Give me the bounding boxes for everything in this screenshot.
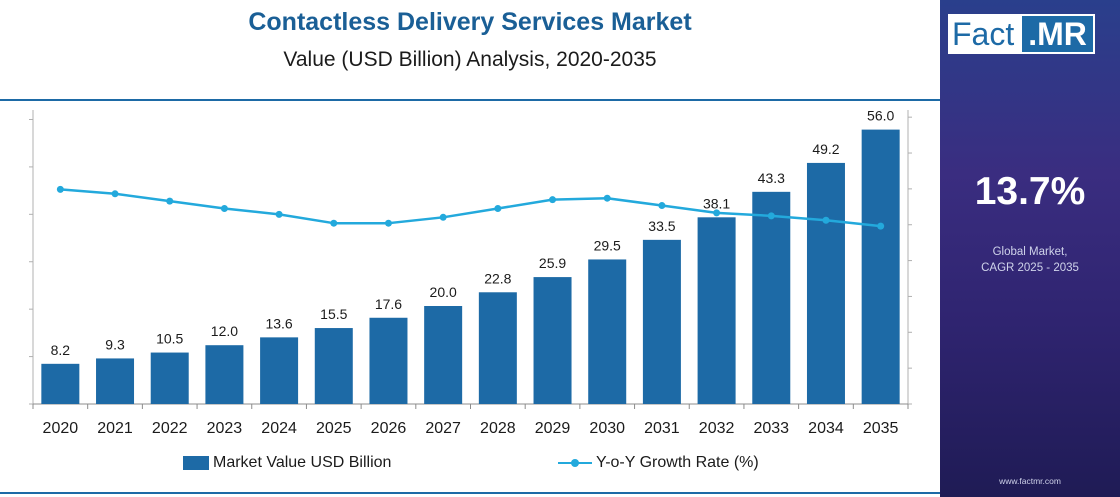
bar-2031 [642, 239, 681, 404]
bar-2022 [150, 352, 189, 404]
growth-line-series [56, 185, 885, 230]
growth-point-2032 [713, 209, 721, 217]
bar-2028 [478, 292, 517, 404]
bar-label-2035: 56.0 [867, 108, 894, 124]
growth-point-2020 [56, 185, 64, 193]
chart-title: Contactless Delivery Services Market [248, 8, 692, 36]
x-tick-2027: 2027 [425, 420, 461, 437]
growth-point-2021 [111, 190, 119, 198]
bar-label-2022: 10.5 [156, 331, 183, 347]
bar-2025 [314, 328, 353, 404]
cagr-label-line2: CAGR 2025 - 2035 [981, 262, 1079, 274]
bar-2030 [588, 259, 627, 404]
sidebar-panel: Fact .MR 13.7% Global Market, CAGR 2025 … [940, 0, 1120, 497]
bar-2021 [96, 358, 135, 404]
website-url: www.factmr.com [999, 476, 1061, 486]
bar-series [41, 129, 900, 404]
bar-2023 [205, 345, 244, 404]
growth-point-2035 [877, 222, 885, 230]
bar-2026 [369, 317, 408, 404]
growth-point-2029 [549, 196, 557, 204]
bar-2033 [752, 191, 791, 404]
bar-value-labels: 8.2 9.3 10.5 12.0 13.6 15.5 17.6 20.0 22.8 25.9 29… [51, 108, 895, 358]
legend-line: Y-o-Y Growth Rate (%) [558, 454, 759, 472]
cagr-label-line1: Global Market, [992, 246, 1068, 258]
legend-bar-swatch [183, 456, 209, 470]
cagr-label: Global Market, CAGR 2025 - 2035 [940, 244, 1120, 276]
x-tick-2033: 2033 [753, 420, 789, 437]
bar-2027 [424, 306, 463, 404]
growth-point-2026 [384, 219, 392, 227]
legend-bar-label: Market Value USD Billion [213, 454, 392, 471]
x-tick-2035: 2035 [863, 420, 899, 437]
x-tick-2034: 2034 [808, 420, 844, 437]
x-tick-2024: 2024 [261, 420, 297, 437]
growth-line [60, 188, 881, 228]
growth-point-2028 [494, 204, 502, 212]
bar-2035 [861, 129, 900, 404]
x-tick-2023: 2023 [207, 420, 243, 437]
legend-line-swatch [558, 456, 592, 470]
top-divider [0, 99, 940, 101]
bar-label-2023: 12.0 [211, 323, 238, 339]
logo-fact-text: Fact [948, 14, 1021, 54]
bar-2034 [806, 162, 845, 404]
bar-label-2034: 49.2 [812, 141, 839, 157]
bar-label-2032: 38.1 [703, 195, 730, 211]
x-tick-2032: 2032 [699, 420, 735, 437]
chart-subtitle: Value (USD Billion) Analysis, 2020-2035 [283, 48, 657, 71]
x-tick-2022: 2022 [152, 420, 188, 437]
factmr-logo: Fact .MR [948, 14, 1112, 54]
growth-point-2023 [220, 204, 228, 212]
bar-label-2029: 25.9 [539, 255, 566, 271]
chart-area: 8.2 9.3 10.5 12.0 13.6 15.5 17.6 20.0 22.8 25.9 29… [29, 108, 912, 437]
x-tick-2031: 2031 [644, 420, 680, 437]
x-tick-labels: 2020 2021 2022 2023 2024 2025 2026 2027 2028 2029… [43, 420, 899, 437]
x-tick-2020: 2020 [43, 420, 79, 437]
growth-point-2022 [166, 197, 174, 205]
cagr-value: 13.7% [974, 170, 1086, 213]
legend-bar: Market Value USD Billion [183, 454, 391, 472]
growth-point-2024 [275, 210, 283, 218]
growth-point-2031 [658, 202, 666, 210]
legend-line-label: Y-o-Y Growth Rate (%) [596, 454, 759, 471]
growth-point-2025 [330, 219, 338, 227]
bar-2029 [533, 277, 572, 404]
bottom-divider [0, 492, 940, 494]
x-tick-2021: 2021 [97, 420, 133, 437]
bar-label-2020: 8.2 [51, 342, 71, 358]
x-tick-2029: 2029 [535, 420, 571, 437]
bar-2024 [260, 337, 299, 404]
x-tick-2030: 2030 [589, 420, 625, 437]
growth-point-2030 [603, 194, 611, 202]
growth-point-2027 [439, 213, 447, 221]
x-tick-2026: 2026 [371, 420, 407, 437]
bar-2020 [41, 363, 80, 404]
x-tick-2025: 2025 [316, 420, 352, 437]
logo-mr-text: .MR [1020, 14, 1095, 54]
bar-label-2025: 15.5 [320, 306, 347, 322]
bar-2032 [697, 217, 736, 404]
bar-label-2024: 13.6 [265, 315, 292, 331]
bar-label-2028: 22.8 [484, 270, 511, 286]
bar-label-2021: 9.3 [105, 336, 125, 352]
growth-point-2033 [767, 212, 775, 220]
bar-label-2031: 33.5 [648, 218, 675, 234]
bar-label-2026: 17.6 [375, 296, 402, 312]
bar-label-2033: 43.3 [758, 170, 785, 186]
growth-point-2034 [822, 216, 830, 224]
bar-label-2027: 20.0 [430, 284, 457, 300]
bar-label-2030: 29.5 [594, 237, 621, 253]
x-tick-2028: 2028 [480, 420, 516, 437]
